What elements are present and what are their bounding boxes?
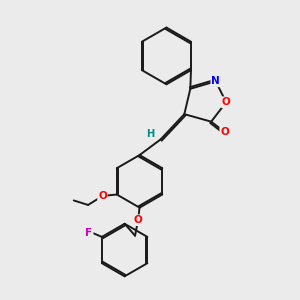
Text: N: N [211,76,220,86]
Text: O: O [222,97,230,107]
Text: O: O [220,127,229,137]
Text: F: F [85,228,93,238]
Text: H: H [146,129,154,139]
Text: O: O [98,191,107,201]
Text: O: O [134,215,142,225]
